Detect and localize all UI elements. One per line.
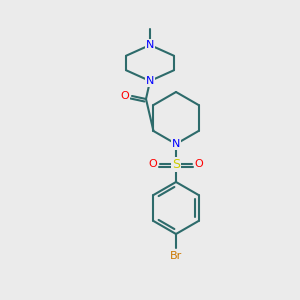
Text: O: O (195, 159, 203, 169)
Text: N: N (172, 139, 180, 149)
Text: S: S (172, 158, 180, 170)
Text: N: N (146, 76, 154, 86)
Text: N: N (146, 40, 154, 50)
Text: O: O (148, 159, 158, 169)
Text: Br: Br (170, 251, 182, 261)
Text: O: O (121, 91, 129, 101)
